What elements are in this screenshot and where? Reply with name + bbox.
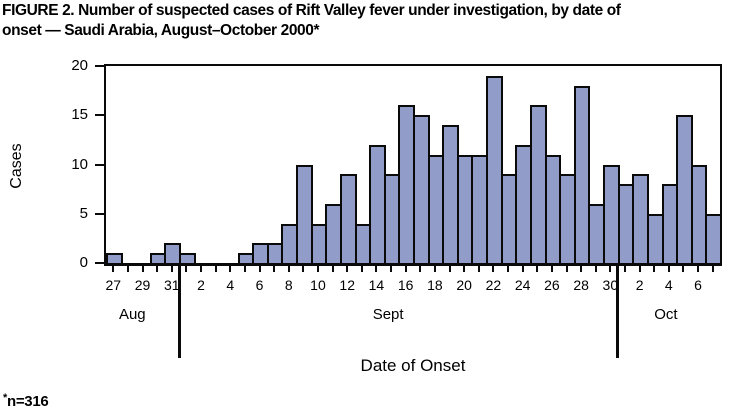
x-tick — [711, 266, 714, 272]
x-tick — [214, 266, 217, 272]
x-tick-label: 27 — [105, 277, 122, 293]
bar — [339, 174, 357, 263]
x-tick — [258, 266, 261, 272]
bar — [296, 164, 313, 263]
x-tick-label: 31 — [163, 277, 180, 293]
figure-title-line2: onset — Saudi Arabia, August–October 200… — [2, 22, 320, 39]
bar — [179, 253, 196, 263]
x-tick — [653, 266, 656, 272]
x-tick — [536, 266, 539, 272]
x-tick-label: 28 — [573, 277, 589, 293]
y-tick-label: 0 — [79, 254, 88, 271]
x-tick — [463, 266, 466, 272]
y-tick — [95, 212, 104, 215]
x-tick-label: 12 — [339, 277, 355, 293]
month-separator — [616, 266, 620, 358]
footnote-text: n=316 — [6, 393, 49, 410]
y-axis-title: Cases — [8, 143, 25, 189]
x-tick — [229, 266, 232, 272]
figure-title: FIGURE 2. Number of suspected cases of R… — [2, 1, 746, 41]
x-tick — [346, 266, 349, 272]
x-tick-label: 4 — [226, 277, 235, 293]
x-tick — [404, 266, 407, 272]
x-tick-label: 29 — [134, 277, 151, 293]
x-tick — [580, 266, 583, 272]
x-tick-label: 24 — [514, 277, 531, 293]
x-tick-label: 26 — [544, 277, 560, 293]
x-tick-label: 14 — [368, 277, 385, 293]
month-separator — [177, 266, 181, 358]
y-tick — [95, 65, 104, 67]
y-tick-label: 15 — [71, 106, 88, 124]
y-tick — [95, 163, 104, 166]
x-tick — [156, 266, 159, 272]
x-tick-label: 2 — [635, 277, 644, 293]
x-tick — [360, 266, 363, 272]
x-axis-title: Date of Onset — [360, 356, 466, 375]
bar — [573, 85, 591, 263]
x-tick — [623, 266, 626, 272]
x-tick-label: 10 — [310, 277, 326, 293]
x-tick — [477, 266, 480, 272]
x-tick — [667, 266, 670, 272]
bar — [705, 213, 722, 263]
x-tick — [550, 266, 553, 272]
x-tick-label: 16 — [397, 277, 414, 293]
x-tick — [273, 266, 276, 272]
x-tick — [638, 266, 641, 272]
x-tick — [141, 266, 144, 272]
x-tick — [609, 266, 612, 272]
bar — [106, 253, 123, 263]
x-tick — [112, 266, 115, 272]
x-tick — [126, 266, 129, 272]
x-tick-label: 20 — [456, 277, 472, 293]
x-tick-label: 18 — [427, 277, 443, 293]
y-tick-label: 5 — [79, 204, 88, 222]
x-tick — [594, 266, 597, 272]
x-tick-label: 4 — [664, 277, 673, 293]
y-tick — [95, 262, 104, 264]
month-label: Aug — [118, 306, 146, 323]
figure-title-line1: FIGURE 2. Number of suspected cases of R… — [2, 2, 621, 19]
x-tick — [287, 266, 290, 272]
x-tick-label: 8 — [284, 277, 293, 293]
x-tick — [433, 266, 436, 272]
x-tick — [390, 266, 393, 272]
x-tick — [375, 266, 378, 272]
footnote-symbol: * — [3, 392, 7, 404]
month-label: Oct — [654, 306, 678, 323]
x-tick — [185, 266, 188, 272]
x-tick — [492, 266, 495, 272]
x-tick — [448, 266, 451, 272]
x-tick — [316, 266, 319, 272]
x-tick — [521, 266, 524, 272]
y-tick-label: 20 — [71, 57, 88, 74]
footnote: *n=316 — [3, 392, 49, 410]
x-tick-label: 6 — [255, 277, 264, 293]
x-tick — [697, 266, 700, 272]
x-tick — [419, 266, 422, 272]
x-tick-label: 2 — [197, 277, 205, 293]
x-tick-label: 30 — [602, 277, 619, 293]
x-tick — [682, 266, 685, 272]
y-tick-label: 10 — [71, 155, 88, 173]
x-tick — [170, 266, 173, 272]
month-label: Sept — [372, 306, 404, 323]
x-tick — [331, 266, 334, 272]
x-tick — [565, 266, 568, 272]
x-tick — [200, 266, 203, 272]
x-tick — [507, 266, 510, 272]
y-tick — [95, 114, 104, 117]
x-tick — [243, 266, 246, 272]
plot-area — [104, 64, 722, 266]
bar — [486, 75, 503, 263]
x-tick-label: 6 — [694, 277, 702, 293]
x-tick-label: 22 — [485, 277, 502, 293]
x-tick — [302, 266, 305, 272]
